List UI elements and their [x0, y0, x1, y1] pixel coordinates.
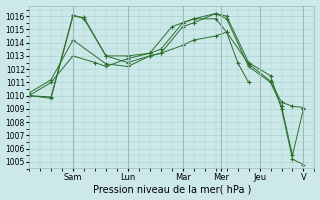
X-axis label: Pression niveau de la mer( hPa ): Pression niveau de la mer( hPa ) [92, 184, 251, 194]
